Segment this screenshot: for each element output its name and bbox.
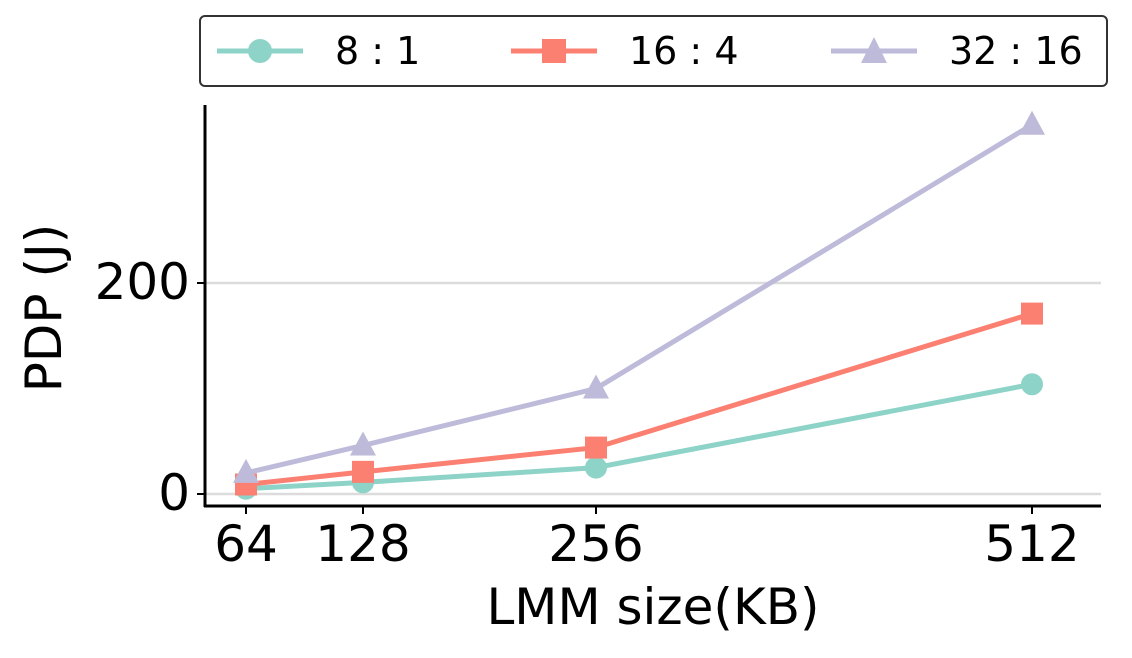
circle-marker-icon [217,39,303,63]
legend-label: 8 : 1 [335,29,421,73]
x-tick-label: 128 [315,515,411,573]
triangle-data-point [1019,110,1045,135]
y-tick-label: 200 [94,253,190,311]
y-tick-label: 0 [158,464,190,522]
legend-label: 32 : 16 [949,29,1083,73]
legend-label: 16 : 4 [629,29,739,73]
gridlines [205,281,1101,496]
legend-item-8-1: 8 : 1 [215,17,420,85]
legend-item-32-16: 32 : 16 [829,17,1083,85]
triangle-data-point [350,431,376,456]
x-tick-label: 512 [984,515,1080,573]
legend-item-16-4: 16 : 4 [509,17,739,85]
series-line [245,381,1033,492]
x-tick-label: 64 [214,515,278,573]
square-marker-icon [511,39,597,63]
square-data-point [352,460,374,483]
series-lines [233,110,1045,500]
circle-data-point [1021,373,1043,396]
circle-data-point [585,456,607,479]
y-axis-label: PDP (J) [15,223,73,393]
series-line [245,311,1033,487]
triangle-marker-icon [831,37,917,63]
x-axis-label: LMM size(KB) [486,578,820,636]
triangle-data-point [233,458,259,483]
series-line [245,122,1034,476]
legend: 8 : 1 16 : 4 32 : 16 [199,15,1108,87]
triangle-data-point [583,374,609,399]
axes [197,105,1101,514]
square-data-point [1021,302,1043,325]
square-data-point [585,436,607,459]
x-tick-label: 256 [548,515,644,573]
